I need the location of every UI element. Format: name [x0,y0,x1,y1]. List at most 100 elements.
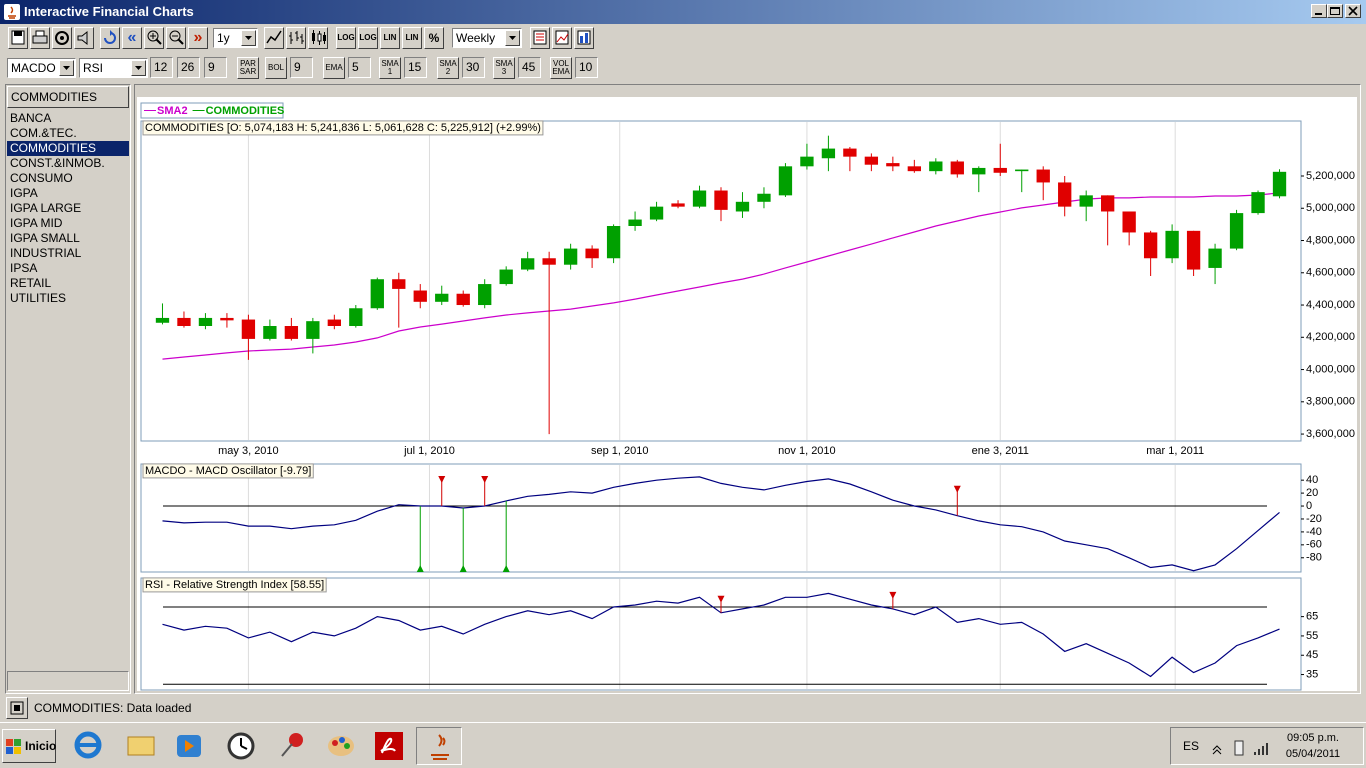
tool-button[interactable] [166,27,186,49]
minimize-button[interactable] [1311,4,1327,18]
market-item[interactable]: BANCA [10,111,52,125]
icon-glyph [104,30,116,44]
tool-button[interactable]: « [122,27,142,49]
tool-button[interactable] [30,27,50,49]
market-item[interactable]: CONSUMO [10,171,73,185]
tool-button[interactable] [530,27,550,49]
tool-button[interactable] [52,27,72,49]
scale-button[interactable]: LIN [380,27,400,49]
minimize-glyph [1315,13,1322,15]
scale-button[interactable]: LIN [402,27,422,49]
icon-glyph [169,30,184,45]
tool-button[interactable] [144,27,164,49]
title-bar: Interactive Financial Charts [0,0,1366,24]
close-button[interactable] [1345,4,1361,18]
overlay-button[interactable]: SMA 3 [493,57,515,79]
dropdown[interactable]: RSI [79,58,148,78]
market-item[interactable]: INDUSTRIAL [10,246,82,260]
period-input[interactable]: 9 [290,57,313,78]
overlay-button[interactable]: EMA [323,57,345,79]
market-item[interactable]: IGPA [10,186,38,200]
market-item[interactable]: IGPA MID [10,216,63,230]
tool-button[interactable] [286,27,306,49]
dropdown-arrow[interactable] [131,60,146,76]
dropdown[interactable]: Weekly [452,28,522,48]
param-input[interactable]: 9 [204,57,227,78]
app-glyph [127,736,155,756]
market-item[interactable]: IPSA [10,261,38,275]
sidebar-header: COMMODITIES [7,86,129,108]
tool-button[interactable] [552,27,572,49]
period-input[interactable]: 15 [404,57,427,78]
scale-button[interactable]: % [424,27,444,49]
market-item[interactable]: COM.&TEC. [10,126,77,140]
market-item[interactable]: RETAIL [10,276,52,290]
arrow-glyph [509,36,516,40]
app-glyph [74,731,102,759]
overlay-button[interactable]: BOL [265,57,287,79]
indicator-bar: MACDO RSI 12 26 9 PAR SAR BOL 9 EMA 5 SMA 1 15 SMA 2… [0,54,1366,82]
tool-button[interactable] [100,27,120,49]
tool-button[interactable]: » [188,27,208,49]
icon-glyph [32,30,48,44]
tool-button[interactable] [264,27,284,49]
app-glyph [375,732,403,760]
market-list: BANCA COM.&TEC. COMMODITIES CONST.&INMOB. CO… [7,111,129,671]
market-item[interactable]: COMMODITIES [7,141,129,156]
taskbar-app[interactable] [416,727,462,765]
period-input[interactable]: 10 [575,57,598,78]
java-icon [8,6,16,19]
param-input[interactable]: 12 [150,57,173,78]
market-item[interactable]: CONST.&INMOB. [10,156,105,170]
period-input[interactable]: 5 [348,57,371,78]
market-item[interactable]: IGPA SMALL [10,231,80,245]
icon-glyph [312,30,326,45]
dropdown-arrow[interactable] [505,30,520,46]
sidebar: COMMODITIES BANCA COM.&TEC. COMMODITIES CON… [5,84,131,694]
period-input[interactable]: 30 [462,57,485,78]
tray-icons [1212,740,1268,756]
scale-button[interactable]: LOG [358,27,378,49]
icon-glyph [147,30,162,45]
taskbar-app[interactable] [218,727,264,765]
tool-button[interactable] [574,27,594,49]
taskbar-app[interactable] [66,727,112,765]
market-item[interactable]: IGPA LARGE [10,201,82,215]
app-glyph [281,733,303,757]
clock-date: 05/04/2011 [1285,748,1341,760]
tool-button[interactable] [74,27,94,49]
window-title: Interactive Financial Charts [24,4,194,19]
dropdown-arrow[interactable] [59,60,74,76]
arrow-glyph [245,36,252,40]
dropdown[interactable]: MACDO [7,58,76,78]
status-bar: COMMODITIES: Data loaded [0,695,1366,721]
tool-button[interactable] [8,27,28,49]
overlay-button[interactable]: SMA 1 [379,57,401,79]
maximize-button[interactable] [1327,4,1343,18]
taskbar-app[interactable] [318,727,364,765]
taskbar-app[interactable] [118,727,164,765]
app-glyph [328,736,354,756]
icon-glyph [11,30,25,45]
icon-glyph [577,30,591,45]
overlay-button[interactable]: VOL EMA [550,57,572,79]
overlay-button[interactable]: PAR SAR [237,57,259,79]
language-indicator[interactable]: ES [1183,739,1200,753]
icon-glyph [266,30,282,44]
taskbar-app[interactable] [270,727,316,765]
dropdown-arrow[interactable] [241,30,256,46]
overlay-button[interactable]: SMA 2 [437,57,459,79]
taskbar-app[interactable] [366,727,412,765]
period-input[interactable]: 45 [518,57,541,78]
arrow-glyph [63,66,70,70]
status-glyph [10,701,24,715]
market-item[interactable]: UTILITIES [10,291,67,305]
close-glyph [1348,6,1358,16]
param-input[interactable]: 26 [177,57,200,78]
clock-time: 09:05 p.m. [1287,732,1339,744]
scale-button[interactable]: LOG [336,27,356,49]
status-icon[interactable] [6,697,28,719]
tool-button[interactable] [308,27,328,49]
taskbar-app[interactable] [166,727,212,765]
